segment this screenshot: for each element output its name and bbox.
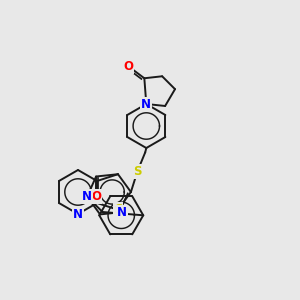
Text: S: S bbox=[114, 203, 122, 216]
Text: N: N bbox=[117, 206, 127, 219]
Text: N: N bbox=[82, 190, 92, 203]
Text: O: O bbox=[91, 190, 101, 203]
Text: S: S bbox=[133, 165, 142, 178]
Text: N: N bbox=[73, 208, 83, 220]
Text: O: O bbox=[124, 60, 134, 73]
Text: N: N bbox=[141, 98, 151, 110]
